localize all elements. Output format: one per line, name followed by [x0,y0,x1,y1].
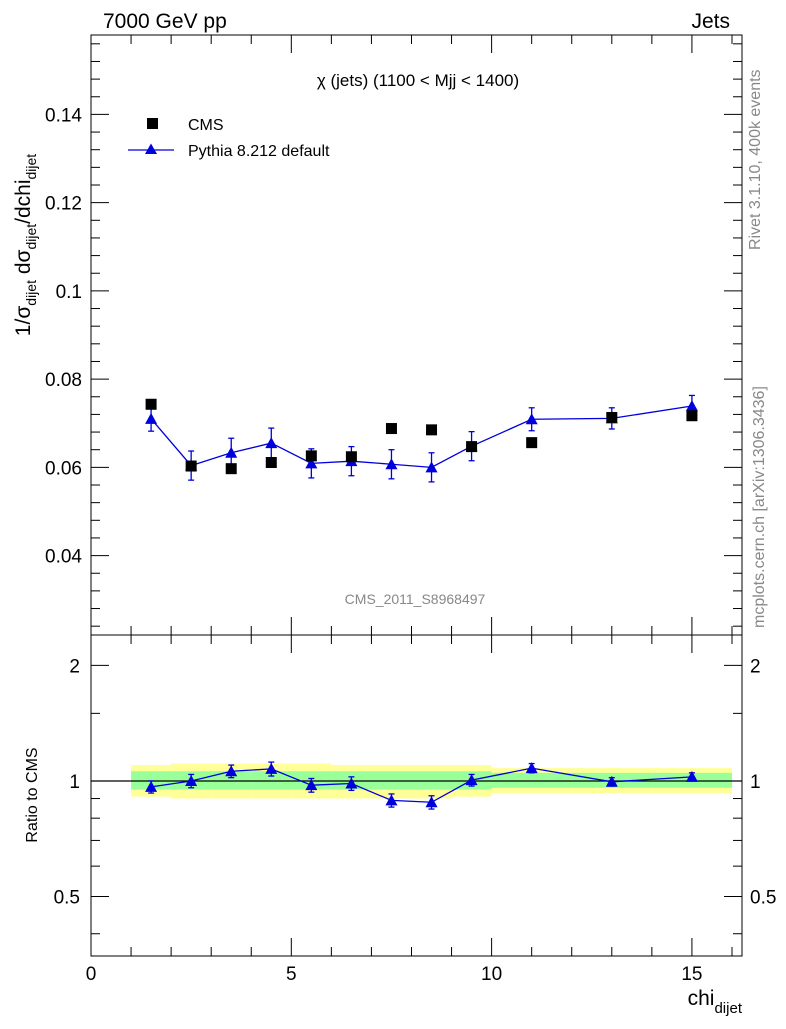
ratio-mc-point [465,774,478,786]
x-axis-label: chidijet [688,987,743,1017]
ratio-mc-point [145,780,158,792]
ratio-mc-point [345,777,358,789]
mc-point [525,413,538,425]
ratio-y-axis-label: Ratio to CMS [24,747,41,842]
mc-point [225,446,238,458]
rivet-label: Rivet 3.1.10, 400k events [747,69,764,250]
data-point [345,451,357,463]
ratio-y-tick-label: 2 [69,656,80,677]
ratio-mc-point [185,774,198,786]
ratio-plot-frame [90,634,743,957]
ratio-mc-point [305,779,318,791]
main-y-tick-label: 0.06 [45,458,82,479]
main-y-tick-label: 0.12 [45,194,82,215]
mc-point [385,458,398,470]
legend-label-data: CMS [188,117,224,134]
ratio-mc-point [385,794,398,806]
legend-label-mc: Pythia 8.212 default [188,143,330,160]
category-label: Jets [691,10,730,33]
data-point [145,398,157,410]
ratio-mc-point [225,765,238,777]
data-point [305,450,317,462]
data-point [385,423,397,435]
data-point [606,412,618,423]
mc-point [145,412,158,424]
mcplots-label: mcplots.cern.ch [arXiv:1306.3436] [751,386,768,628]
main-plot-title: χ (jets) (1100 < Mjj < 1400) [317,71,519,90]
ratio-y-tick-label-right: 1 [750,772,761,793]
ratio-mc-point [525,762,538,774]
ratio-mc-point [425,796,438,808]
legend-marker-data [147,118,158,129]
main-plot: 0.04 0.06 0.08 0.1 0.12 0.14 χ (jets) (1100 <… [12,34,743,636]
ratio-band-inner [491,772,572,788]
energy-label: 7000 GeV pp [103,10,227,33]
data-point [526,437,538,449]
legend-marker-mc [145,143,157,154]
ratio-mc-point [685,770,698,782]
data-point [265,457,277,468]
ratio-mc-point [265,762,278,774]
x-tick-label: 5 [286,964,297,985]
data-point [466,441,478,453]
main-y-tick-label: 0.08 [45,370,82,391]
legend: CMS Pythia 8.212 default [128,117,330,160]
data-point [686,410,698,422]
data-point [426,424,438,436]
ratio-y-tick-label-right: 2 [750,656,761,677]
mc-point [685,400,698,412]
x-tick-label: 0 [86,964,97,985]
data-point [225,463,237,475]
ratio-y-tick-label-right: 0.5 [750,888,776,909]
mc-point [265,437,278,449]
x-tick-label: 15 [681,964,702,985]
data-point [185,460,197,472]
main-y-tick-label: 0.14 [45,105,82,126]
x-tick-label: 10 [481,964,502,985]
ratio-plot: 0.5 0.5 1 1 2 2 0 5 10 15 Ratio to CMS chidijet [24,634,776,1017]
mc-point [425,461,438,473]
ratio-y-tick-label: 1 [69,772,80,793]
mc-series-line [150,405,693,469]
main-y-axis-label: 1/σdijet dσdijet/dchidijet [12,154,39,336]
ratio-mc-point [605,775,618,787]
ratio-y-tick-label: 0.5 [54,888,80,909]
main-y-tick-label: 0.1 [56,282,82,303]
watermark-label: CMS_2011_S8968497 [345,591,486,607]
ratio-mc-line [150,767,692,803]
mc-point [305,457,318,469]
main-y-tick-label: 0.04 [45,547,82,568]
